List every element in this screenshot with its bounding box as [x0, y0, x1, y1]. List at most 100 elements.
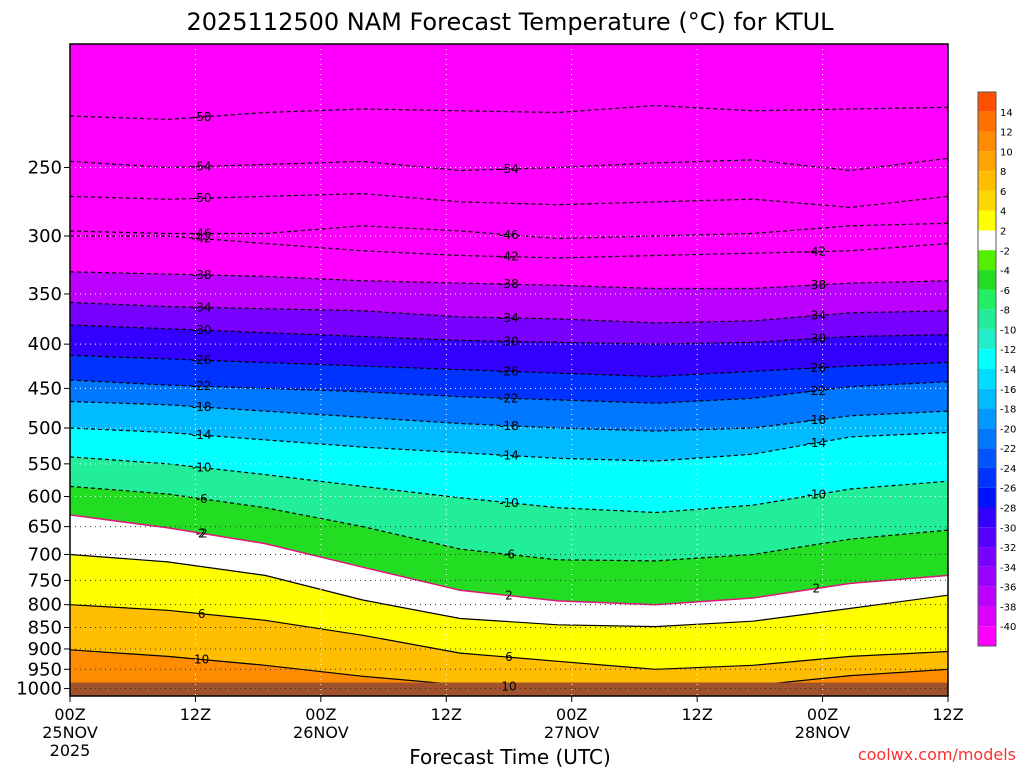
- legend-label: -38: [1000, 602, 1016, 613]
- contour-label: -22: [499, 391, 519, 405]
- contour-label: -42: [192, 232, 212, 246]
- legend-label: -34: [1000, 563, 1016, 574]
- legend-swatch: [978, 448, 996, 468]
- contour-label: -46: [499, 228, 519, 242]
- contour-label: 2: [198, 526, 206, 540]
- isotherm--38: [70, 271, 948, 290]
- y-tick-label: 300: [28, 226, 62, 247]
- legend-label: -16: [1000, 385, 1016, 396]
- contour-label: -42: [806, 245, 826, 259]
- legend-swatch: [978, 349, 996, 369]
- contour-label: -42: [499, 250, 519, 264]
- legend-swatch: [978, 428, 996, 449]
- legend-label: 4: [1000, 207, 1006, 218]
- contour-label: 2: [812, 582, 820, 596]
- legend-label: -22: [1000, 444, 1016, 455]
- legend-swatch: [978, 210, 996, 231]
- y-tick-label: 1000: [16, 679, 62, 700]
- chart-title: 2025112500 NAM Forecast Temperature (°C)…: [186, 8, 834, 36]
- contour-label: -6: [196, 492, 208, 506]
- x-tick-label: 00Z: [807, 705, 838, 724]
- contour-label: -54: [499, 162, 519, 176]
- legend-swatch: [978, 329, 996, 350]
- legend-label: 8: [1000, 167, 1006, 178]
- legend-label: -4: [1000, 266, 1010, 277]
- legend-swatch: [978, 111, 996, 132]
- x-tick-label: 12Z: [431, 705, 462, 724]
- contour-label: -10: [499, 496, 519, 510]
- x-axis-label: Forecast Time (UTC): [409, 745, 611, 768]
- contour-label: -26: [499, 364, 519, 378]
- contour-label: -54: [192, 159, 212, 173]
- legend-swatch: [978, 92, 996, 112]
- y-tick-label: 850: [28, 617, 62, 638]
- y-tick-label: 650: [28, 517, 62, 538]
- isotherm-contours: [70, 104, 948, 690]
- legend-label: -12: [1000, 345, 1016, 356]
- pressure-axis: 2503003504004505005506006507007508008509…: [16, 157, 70, 700]
- legend-swatch: [978, 626, 996, 646]
- contour-label: -38: [806, 278, 826, 292]
- contour-label: -14: [192, 428, 212, 442]
- legend-label: 14: [1000, 108, 1013, 119]
- x-tick-label: 00Z: [556, 705, 587, 724]
- legend-swatch: [978, 467, 996, 488]
- legend-label: -40: [1000, 622, 1016, 633]
- ground-layer: [70, 682, 948, 696]
- x-tick-date: 26NOV: [293, 723, 349, 742]
- contour-label: -18: [192, 400, 212, 414]
- legend-swatch: [978, 309, 996, 330]
- x-tick-date: 25NOV: [42, 723, 98, 742]
- legend-swatch: [978, 270, 996, 290]
- legend-label: -18: [1000, 405, 1016, 416]
- x-tick-year: 2025: [50, 741, 91, 760]
- contour-label: -58: [192, 110, 212, 124]
- x-tick-label: 12Z: [932, 705, 963, 724]
- contour-label: 10: [501, 680, 516, 694]
- legend-label: 6: [1000, 187, 1006, 198]
- contour-label: 6: [505, 650, 513, 664]
- contour-label: -18: [499, 419, 519, 433]
- legend-label: -14: [1000, 365, 1016, 376]
- ground-rect: [70, 682, 948, 696]
- x-tick-date: 27NOV: [544, 723, 600, 742]
- temperature-fill-bands: [70, 44, 948, 696]
- legend-swatch: [978, 408, 996, 429]
- contour-label: -38: [192, 268, 212, 282]
- y-tick-label: 600: [28, 487, 62, 508]
- grid-lines: [70, 44, 948, 696]
- contour-label: -46: [192, 226, 212, 240]
- contour-label: 10: [194, 653, 209, 667]
- isotherm--6: [70, 485, 948, 562]
- legend-label: -2: [1000, 246, 1010, 257]
- legend-swatch: [978, 566, 996, 587]
- legend-swatch: [978, 250, 996, 271]
- contour-label: -38: [499, 277, 519, 291]
- legend-swatch: [978, 388, 996, 409]
- contour-label: -14: [806, 436, 826, 450]
- y-tick-label: 500: [28, 418, 62, 439]
- legend-label: -32: [1000, 543, 1016, 554]
- contour-label: -34: [806, 309, 826, 323]
- contour-label: -34: [192, 300, 212, 314]
- credit-text: coolwx.com/models: [858, 745, 1016, 764]
- y-tick-label: 350: [28, 284, 62, 305]
- legend-label: -30: [1000, 523, 1016, 534]
- contour-label: -18: [806, 413, 826, 427]
- legend-swatch: [978, 507, 996, 528]
- legend-label: -26: [1000, 484, 1016, 495]
- contour-label: -26: [192, 353, 212, 367]
- contour-label: -6: [503, 547, 515, 561]
- legend-label: -36: [1000, 583, 1016, 594]
- y-tick-label: 400: [28, 334, 62, 355]
- y-tick-label: 750: [28, 570, 62, 591]
- contour-label: -30: [499, 334, 519, 348]
- y-tick-label: 800: [28, 595, 62, 616]
- legend-label: 2: [1000, 227, 1006, 238]
- legend-swatch: [978, 369, 996, 389]
- contour-label: 2: [505, 589, 513, 603]
- x-tick-label: 12Z: [180, 705, 211, 724]
- legend-label: -24: [1000, 464, 1016, 475]
- legend-swatch: [978, 190, 996, 211]
- contour-label: 6: [198, 607, 206, 621]
